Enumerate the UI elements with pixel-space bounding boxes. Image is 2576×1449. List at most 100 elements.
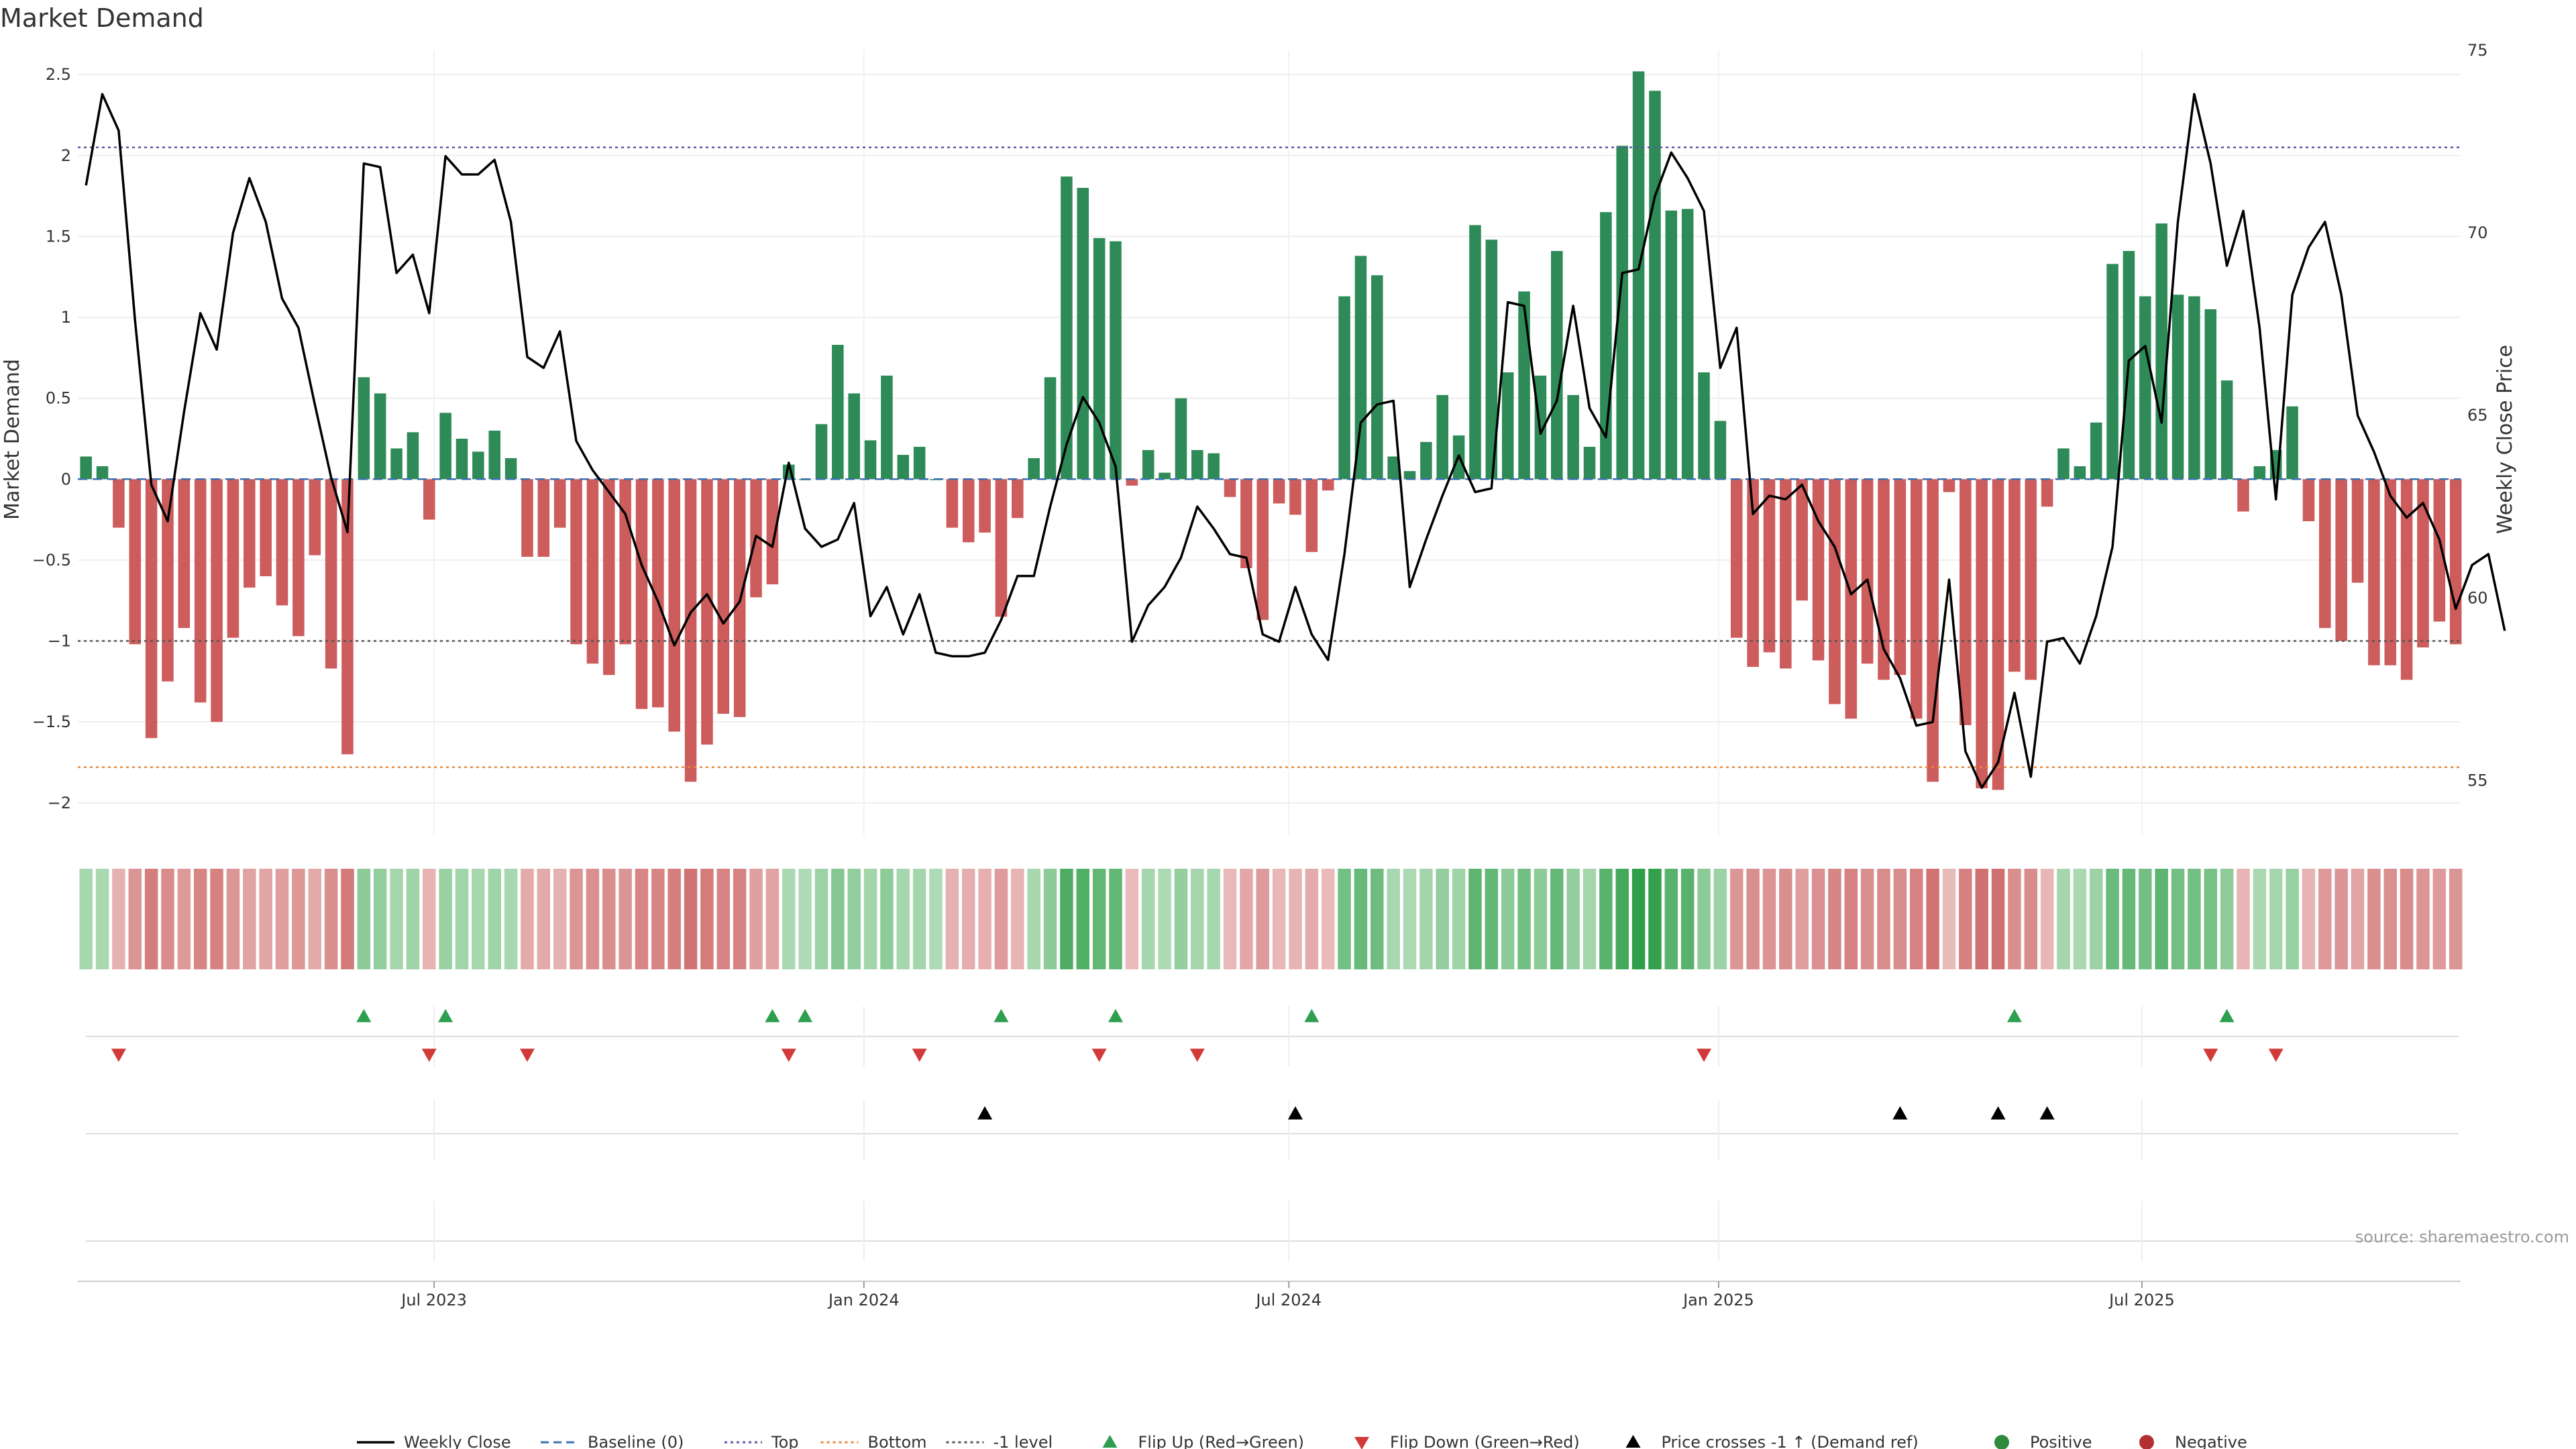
chart-title: Market Demand: [0, 3, 204, 33]
demand-bar: [1061, 176, 1073, 480]
legend: Weekly Close Baseline (0) Top Bottom -1 leve…: [357, 1433, 2247, 1449]
demand-bar: [1012, 479, 1024, 519]
demand-bar: [358, 377, 370, 480]
heat-cell: [1942, 869, 1956, 969]
demand-bar: [1665, 210, 1678, 480]
heat-cell: [423, 869, 436, 969]
demand-bar: [1159, 472, 1171, 480]
demand-bar: [2155, 223, 2167, 480]
heat-cell: [2089, 869, 2103, 969]
demand-bar: [652, 479, 664, 708]
demand-bar: [2253, 466, 2266, 480]
y2-tick-label: 60: [2467, 588, 2488, 607]
demand-bar: [1992, 479, 2004, 790]
heat-cell: [1027, 869, 1040, 969]
legend-swatch-triangle-down: [1354, 1437, 1369, 1449]
heat-cell: [1076, 869, 1090, 969]
demand-bar: [1077, 188, 1089, 480]
heat-cell: [1795, 869, 1809, 969]
demand-bar: [1681, 209, 1694, 480]
demand-bar: [1354, 256, 1367, 480]
heat-cell: [1371, 869, 1384, 969]
legend-label: Flip Up (Red→Green): [1138, 1433, 1305, 1449]
heat-cell: [1730, 869, 1743, 969]
flip-up-marker: [765, 1009, 780, 1022]
demand-bar: [2188, 296, 2200, 480]
demand-bar: [162, 479, 174, 682]
demand-bar: [1485, 239, 1498, 480]
heat-cell: [2188, 869, 2201, 969]
heat-cell: [700, 869, 714, 969]
heat-cell: [1223, 869, 1237, 969]
demand-bar: [211, 479, 223, 722]
flip-down-marker: [1697, 1049, 1712, 1062]
heat-cell: [1125, 869, 1139, 969]
heat-cell: [1550, 869, 1564, 969]
heat-cell: [1534, 869, 1548, 969]
demand-bar: [1894, 479, 1907, 676]
x-tick-label: Jul 2025: [2108, 1291, 2175, 1309]
flip-up-marker: [2219, 1009, 2235, 1022]
demand-bar: [2139, 296, 2151, 480]
legend-swatch-triangle-up: [1102, 1435, 1118, 1448]
heat-cell: [390, 869, 403, 969]
demand-bar: [946, 479, 959, 528]
flip-up-marker: [994, 1009, 1009, 1022]
demand-bar: [1861, 479, 1874, 664]
demand-bar: [2351, 479, 2364, 583]
heat-cell: [472, 869, 485, 969]
demand-bar: [1714, 421, 1727, 480]
heat-cell: [847, 869, 861, 969]
y-tick-label: 1.5: [46, 227, 71, 246]
demand-bar: [619, 479, 631, 645]
heat-cell: [95, 869, 109, 969]
demand-bar: [390, 448, 402, 480]
heat-cell: [1174, 869, 1188, 969]
flip-down-marker: [2268, 1049, 2284, 1062]
legend-item: Flip Up (Red→Green): [1102, 1433, 1305, 1449]
heat-cell: [1697, 869, 1711, 969]
heat-cell: [2122, 869, 2136, 969]
heat-cell: [406, 869, 420, 969]
flip-down-marker: [2203, 1049, 2218, 1062]
heat-cell: [2286, 869, 2299, 969]
heat-cell: [2139, 869, 2152, 969]
weekly-close-line-group: [85, 93, 2506, 790]
demand-bar: [2008, 479, 2021, 672]
demand-bar: [1960, 479, 1972, 725]
heat-cell: [537, 869, 551, 969]
heat-cell: [79, 869, 93, 969]
demand-bar: [1256, 479, 1269, 621]
demand-bar: [962, 479, 975, 543]
demand-bar: [194, 479, 207, 703]
heat-cell: [2057, 869, 2070, 969]
heat-cell: [945, 869, 959, 969]
heat-cell: [1452, 869, 1466, 969]
heat-cell: [1207, 869, 1220, 969]
demand-bar: [1371, 275, 1383, 480]
demand-bar: [1289, 479, 1301, 515]
demand-bar: [717, 479, 730, 714]
heat-cell: [2073, 869, 2087, 969]
heat-cell: [1403, 869, 1417, 969]
y2-tick-label: 75: [2467, 41, 2488, 60]
demand-bar: [2286, 406, 2298, 480]
heat-cell: [2269, 869, 2283, 969]
demand-bar: [1305, 479, 1318, 552]
heat-cell: [275, 869, 289, 969]
legend-item: -1 level: [946, 1433, 1053, 1449]
heat-cell: [1419, 869, 1433, 969]
heat-cell: [1844, 869, 1858, 969]
heat-cell: [1256, 869, 1269, 969]
heat-cell: [112, 869, 125, 969]
heat-cell: [1746, 869, 1760, 969]
heat-cell: [1599, 869, 1613, 969]
heat-cell: [1860, 869, 1874, 969]
demand-bar: [1338, 296, 1350, 480]
demand-bar: [635, 479, 648, 709]
demand-bar: [570, 479, 582, 645]
demand-bar: [504, 458, 517, 480]
demand-bar: [2319, 479, 2331, 629]
demand-bar: [1387, 456, 1399, 480]
demand-bar: [2090, 422, 2102, 480]
